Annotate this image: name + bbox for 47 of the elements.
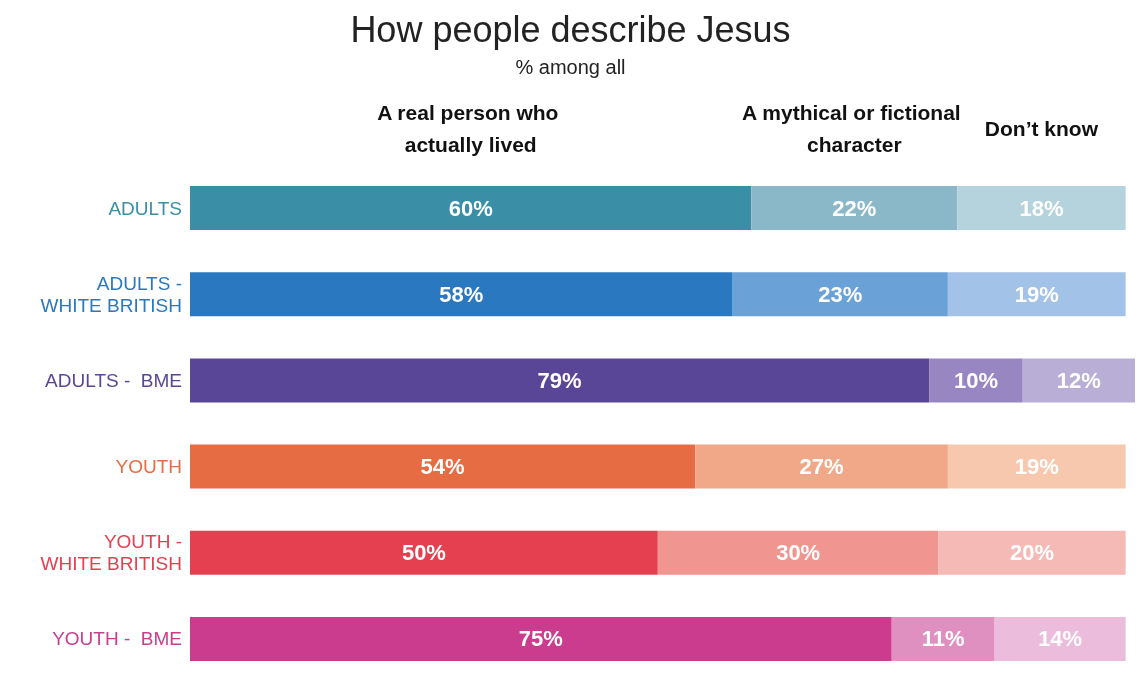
bar: [190, 616, 892, 661]
text: Don’t know: [984, 116, 1099, 140]
data-label: 10%: [953, 367, 998, 393]
data-label: 23%: [818, 281, 863, 307]
data-label: 79%: [537, 367, 582, 393]
chart-title: How people describe Jesus: [350, 8, 791, 50]
y-tick-label: ADULTS - BME: [45, 369, 182, 391]
y-tick-label: YOUTH - WHITE BRITISH: [40, 531, 182, 575]
chart-subtitle: % among all: [515, 56, 626, 78]
data-label: 11%: [921, 626, 965, 652]
data-label: 20%: [1010, 540, 1055, 566]
data-label: 12%: [1056, 367, 1101, 393]
bar: [947, 444, 1126, 489]
data-label: 50%: [401, 540, 446, 566]
bar: [732, 272, 948, 317]
data-label: 18%: [1019, 195, 1064, 221]
data-label: 19%: [1014, 454, 1059, 480]
data-label: 30%: [776, 540, 821, 566]
data-label: 60%: [448, 195, 493, 221]
data-label: 19%: [1014, 281, 1059, 307]
bar: [929, 358, 1023, 403]
y-tick-label: YOUTH: [115, 456, 182, 478]
data-label: 14%: [1038, 626, 1083, 652]
bar: [1022, 358, 1135, 403]
data-label: 54%: [420, 454, 465, 480]
y-tick-label: ADULTS: [108, 197, 182, 219]
bar: [657, 530, 939, 575]
series-label: A real person who actually lived: [377, 100, 565, 156]
series-label: A mythical or fictional character: [742, 100, 967, 156]
bar: [190, 186, 752, 231]
y-tick-label: YOUTH - BME: [52, 628, 182, 650]
data-label: 75%: [518, 626, 563, 652]
data-label: 22%: [832, 195, 877, 221]
bar: [190, 444, 696, 489]
bar: [891, 616, 995, 661]
bar: [938, 530, 1126, 575]
bar: [190, 358, 930, 403]
bar: [190, 530, 658, 575]
bar: [695, 444, 948, 489]
data-label: 58%: [439, 281, 484, 307]
y-tick-label: ADULTS - WHITE BRITISH: [40, 272, 182, 316]
bar: [751, 186, 958, 231]
data-label: 27%: [799, 454, 844, 480]
bar: [190, 272, 733, 317]
bar: [994, 616, 1126, 661]
bar: [947, 272, 1126, 317]
bar: [957, 186, 1126, 231]
